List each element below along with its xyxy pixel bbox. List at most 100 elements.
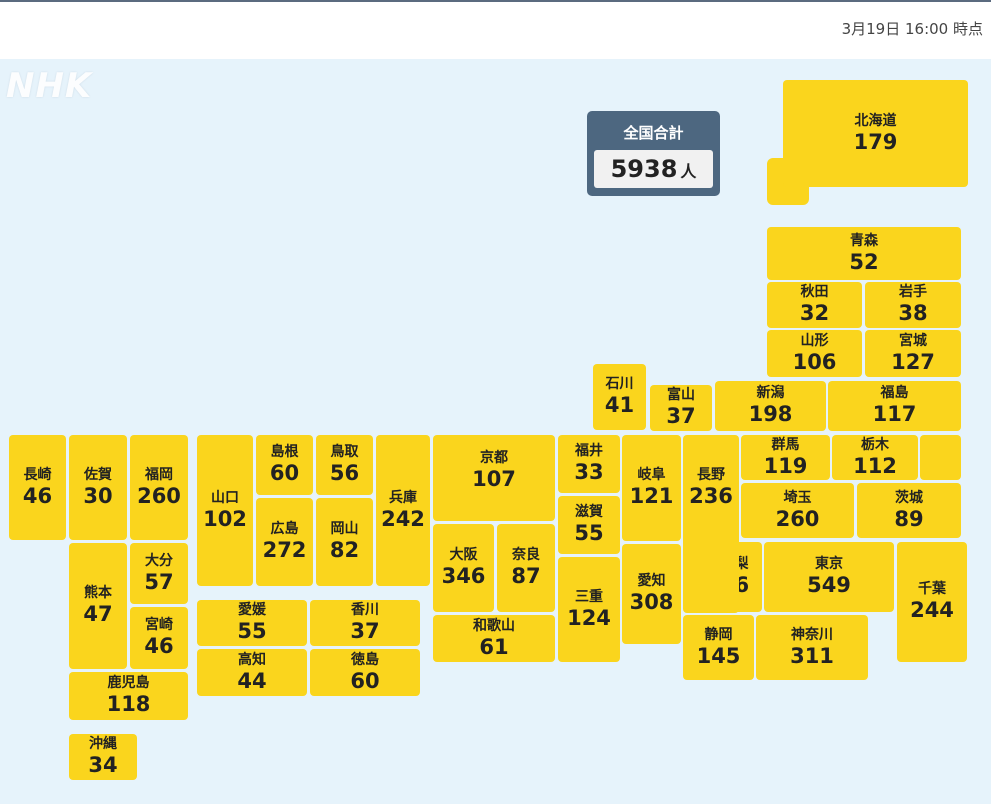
nhk-logo: NHK	[6, 66, 93, 106]
pref-count: 112	[853, 453, 897, 478]
pref-fukuoka[interactable]: 福岡 260	[130, 435, 188, 540]
pref-gifu[interactable]: 岐阜 121	[622, 435, 681, 541]
pref-count: 346	[441, 564, 486, 588]
pref-aichi[interactable]: 愛知 308	[622, 544, 681, 644]
national-total-value-box: 5938 人	[594, 150, 713, 188]
pref-count: 311	[790, 643, 834, 668]
pref-name: 香川	[351, 602, 379, 618]
pref-nagano[interactable]: 長野 236	[683, 435, 739, 613]
pref-name: 兵庫	[389, 489, 417, 506]
pref-count: 244	[910, 598, 954, 622]
pref-wakayama[interactable]: 和歌山 61	[433, 615, 555, 662]
pref-oita[interactable]: 大分 57	[130, 543, 188, 604]
pref-count: 272	[262, 538, 307, 562]
pref-name: 富山	[667, 387, 695, 403]
pref-kumamoto[interactable]: 熊本 47	[69, 543, 127, 669]
pref-count: 41	[604, 393, 635, 417]
pref-kochi[interactable]: 高知 44	[197, 649, 307, 696]
pref-yamagata[interactable]: 山形 106	[767, 330, 862, 377]
pref-tottori[interactable]: 鳥取 56	[316, 435, 373, 495]
pref-ishikawa[interactable]: 石川 41	[593, 364, 646, 430]
pref-hiroshima[interactable]: 広島 272	[256, 498, 313, 586]
pref-nagasaki[interactable]: 長崎 46	[9, 435, 66, 540]
pref-shizuoka[interactable]: 静岡 145	[683, 615, 754, 680]
pref-count: 55	[574, 521, 604, 545]
pref-count: 198	[748, 402, 793, 426]
pref-count: 260	[775, 506, 820, 531]
pref-name: 石川	[605, 376, 634, 392]
pref-tochigi[interactable]: 栃木 112	[832, 435, 918, 480]
pref-name: 栃木	[861, 436, 889, 453]
pref-shimane[interactable]: 島根 60	[256, 435, 313, 495]
pref-name: 茨城	[895, 489, 923, 506]
pref-name: 岡山	[330, 521, 359, 537]
pref-tokyo[interactable]: 東京 549	[764, 542, 894, 612]
pref-count: 119	[763, 453, 808, 478]
pref-count: 30	[83, 483, 113, 508]
pref-count: 60	[269, 461, 300, 485]
pref-kanagawa[interactable]: 神奈川 311	[756, 615, 868, 680]
pref-kagawa[interactable]: 香川 37	[310, 600, 420, 646]
pref-hyogo[interactable]: 兵庫 242	[376, 435, 430, 586]
pref-fukushima[interactable]: 福島 117	[828, 381, 961, 431]
pref-count: 46	[22, 483, 53, 508]
pref-name: 秋田	[800, 284, 829, 300]
pref-name: 熊本	[84, 585, 112, 601]
pref-osaka[interactable]: 大阪 346	[433, 524, 494, 612]
pref-saitama[interactable]: 埼玉 260	[741, 483, 854, 538]
pref-gunma[interactable]: 群馬 119	[741, 435, 830, 480]
pref-count: 87	[511, 564, 541, 588]
pref-okinawa[interactable]: 沖縄 34	[69, 734, 137, 780]
pref-name: 神奈川	[791, 626, 833, 643]
pref-name: 愛媛	[238, 602, 266, 618]
pref-name: 鹿児島	[107, 675, 150, 691]
pref-ehime[interactable]: 愛媛 55	[197, 600, 307, 646]
pref-yamaguchi[interactable]: 山口 102	[197, 435, 253, 586]
pref-name: 高知	[238, 651, 266, 668]
pref-miyagi[interactable]: 宮城 127	[865, 330, 961, 377]
pref-name: 宮崎	[145, 617, 173, 633]
pref-count: 46	[144, 634, 174, 658]
pref-ibaraki[interactable]: 茨城 89	[857, 483, 961, 538]
pref-name: 愛知	[637, 573, 666, 589]
pref-name: 山形	[800, 332, 829, 349]
pref-ibaraki-upper[interactable]	[920, 435, 961, 480]
pref-tokushima[interactable]: 徳島 60	[310, 649, 420, 696]
pref-toyama[interactable]: 富山 37	[650, 385, 712, 431]
pref-count: 55	[237, 619, 267, 643]
pref-name: 北海道	[854, 112, 897, 129]
pref-name: 島根	[270, 444, 299, 460]
pref-count: 118	[106, 692, 151, 716]
pref-count: 37	[350, 619, 380, 643]
pref-niigata[interactable]: 新潟 198	[715, 381, 826, 431]
pref-count: 56	[329, 461, 360, 485]
national-total-value: 5938	[610, 155, 678, 183]
pref-count: 260	[137, 483, 181, 508]
pref-name: 静岡	[704, 626, 733, 643]
national-total-label: 全国合計	[623, 124, 684, 142]
pref-name: 鳥取	[330, 444, 359, 460]
pref-kyoto[interactable]: 京都 107	[433, 435, 555, 521]
pref-name: 福岡	[145, 466, 173, 483]
pref-iwate[interactable]: 岩手 38	[865, 282, 961, 328]
pref-fukui[interactable]: 福井 33	[558, 435, 620, 493]
pref-hokkaido[interactable]: 北海道 179	[783, 80, 968, 187]
pref-aomori[interactable]: 青森 52	[767, 227, 961, 280]
pref-count: 124	[567, 605, 611, 630]
pref-mie[interactable]: 三重 124	[558, 557, 620, 662]
pref-count: 549	[807, 573, 851, 597]
pref-akita[interactable]: 秋田 32	[767, 282, 862, 328]
pref-saga[interactable]: 佐賀 30	[69, 435, 127, 540]
pref-okayama[interactable]: 岡山 82	[316, 498, 373, 586]
national-total-box: 全国合計 5938 人	[587, 111, 720, 196]
pref-count: 33	[574, 460, 604, 484]
pref-name: 徳島	[351, 651, 379, 668]
pref-count: 107	[472, 467, 516, 491]
pref-shiga[interactable]: 滋賀 55	[558, 496, 620, 554]
pref-count: 308	[629, 590, 674, 614]
pref-count: 37	[666, 404, 696, 428]
pref-nara[interactable]: 奈良 87	[497, 524, 555, 612]
pref-miyazaki[interactable]: 宮崎 46	[130, 607, 188, 669]
pref-chiba[interactable]: 千葉 244	[897, 542, 967, 662]
pref-kagoshima[interactable]: 鹿児島 118	[69, 672, 188, 720]
